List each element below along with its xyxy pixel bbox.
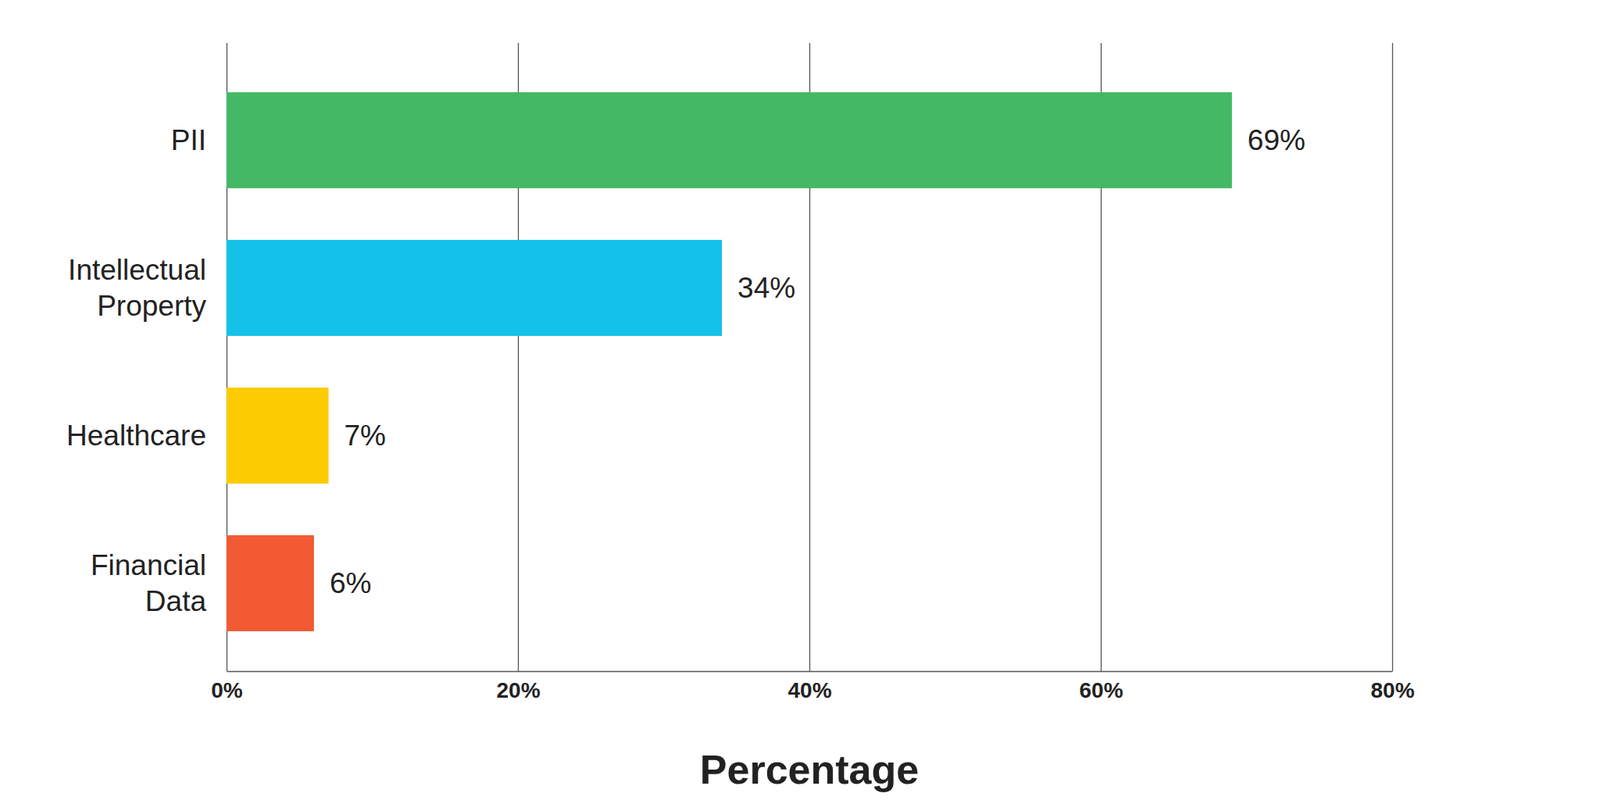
y-axis: PII IntellectualProperty Healthcare Financi… [66, 124, 207, 618]
tick-label: 80% [1370, 678, 1415, 703]
tick-label: 0% [210, 678, 243, 703]
category-label-line: Data [145, 585, 208, 618]
data-label: 7% [344, 419, 386, 452]
data-label: 34% [737, 271, 796, 304]
x-axis: 0% 20% 40% 60% 80% [210, 42, 1415, 703]
bar [226, 239, 722, 336]
category-label: PII [171, 124, 207, 157]
x-axis-title: Percentage [700, 746, 919, 793]
tick: 80% [1370, 42, 1415, 703]
category-label-line: Property [96, 289, 207, 322]
category-label-line: Intellectual [67, 253, 207, 286]
bar [226, 535, 315, 632]
category-label: Healthcare [66, 419, 207, 452]
bar [226, 92, 1233, 189]
grid-line [1392, 42, 1393, 672]
category-label: FinancialData [90, 549, 207, 618]
tick-label: 40% [787, 678, 832, 703]
tick-label: 60% [1078, 678, 1123, 703]
data-label: 6% [329, 567, 372, 600]
category-label-line: Financial [90, 549, 207, 582]
data-label: 69% [1247, 124, 1306, 157]
chart: 0% 20% 40% 60% 80% PII IntellectualProperty Hea… [0, 0, 1600, 811]
data-labels: 69% 34% 7% 6% [329, 124, 1306, 600]
bar [226, 387, 329, 484]
x-axis-line [227, 671, 1393, 672]
category-label: IntellectualProperty [67, 253, 207, 322]
tick-label: 20% [496, 678, 540, 703]
bars [226, 92, 1233, 632]
